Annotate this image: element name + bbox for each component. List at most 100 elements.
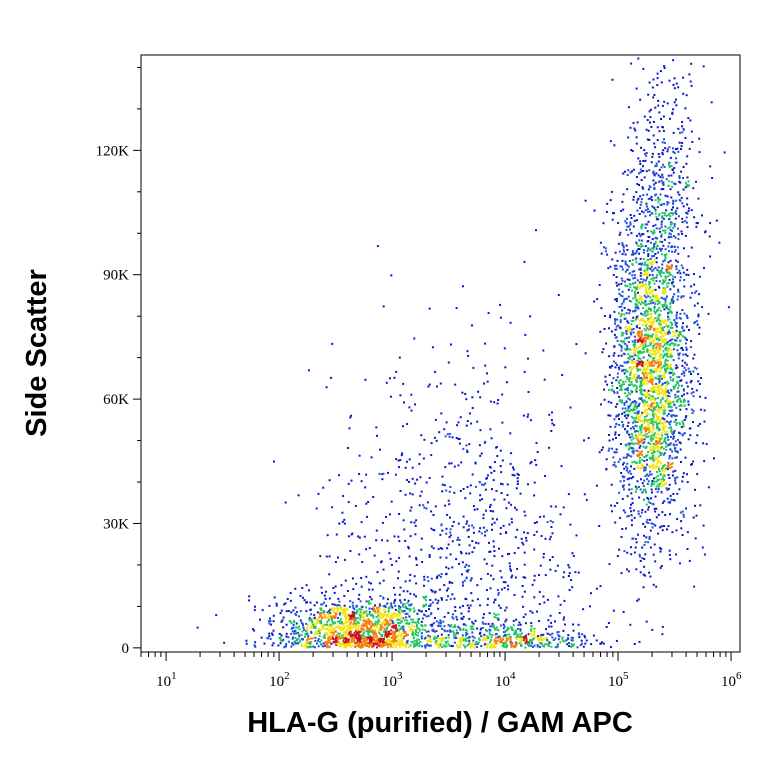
event-dot	[323, 601, 326, 604]
event-dot	[413, 645, 416, 648]
event-dot	[630, 477, 633, 480]
event-dot	[639, 368, 642, 371]
event-dot	[423, 578, 426, 581]
event-dot	[692, 391, 695, 394]
event-dot	[422, 504, 425, 507]
event-dot	[351, 634, 354, 637]
event-dot	[492, 578, 495, 581]
event-dot	[461, 581, 464, 584]
event-dot	[649, 291, 652, 294]
event-dot	[379, 611, 382, 614]
event-dot	[444, 435, 447, 438]
event-dot	[359, 646, 362, 649]
event-dot	[636, 466, 639, 469]
event-dot	[636, 340, 639, 343]
event-dot	[469, 625, 472, 628]
event-dot	[590, 643, 593, 646]
event-dot	[656, 450, 659, 453]
event-dot	[660, 223, 663, 226]
event-dot	[667, 413, 670, 415]
event-dot	[664, 440, 667, 443]
event-dot	[298, 634, 301, 637]
event-dot	[576, 646, 579, 649]
event-dot	[339, 629, 342, 632]
event-dot	[477, 641, 480, 644]
event-dot	[656, 437, 659, 440]
event-dot	[616, 555, 619, 558]
event-dot	[369, 614, 372, 617]
event-dot	[406, 639, 409, 642]
event-dot	[520, 641, 522, 644]
event-dot	[402, 629, 405, 632]
event-dot	[400, 643, 403, 646]
event-dot	[378, 628, 380, 631]
event-dot	[659, 354, 662, 357]
event-dot	[696, 323, 699, 326]
event-dot	[679, 330, 682, 333]
event-dot	[526, 532, 529, 535]
event-dot	[420, 537, 423, 540]
event-dot	[370, 626, 373, 629]
event-dot	[685, 342, 687, 345]
event-dot	[675, 400, 678, 403]
event-dot	[471, 473, 474, 476]
event-dot	[610, 483, 613, 486]
event-dot	[627, 357, 630, 359]
event-dot	[379, 627, 382, 630]
event-dot	[308, 616, 311, 619]
event-dot	[385, 621, 388, 624]
event-dot	[395, 370, 398, 373]
event-dot	[640, 393, 643, 396]
event-dot	[512, 624, 515, 627]
event-dot	[633, 344, 636, 347]
event-dot	[669, 226, 672, 229]
event-dot	[335, 613, 337, 616]
event-dot	[472, 366, 475, 369]
event-dot	[692, 409, 695, 412]
event-dot	[459, 642, 462, 645]
event-dot	[445, 527, 448, 530]
event-dot	[669, 436, 672, 438]
event-dot	[480, 645, 483, 647]
event-dot	[652, 247, 655, 250]
event-dot	[378, 607, 381, 610]
event-dot	[634, 276, 637, 279]
event-dot	[497, 613, 500, 616]
event-dot	[280, 609, 283, 612]
event-dot	[642, 573, 645, 576]
event-dot	[610, 504, 613, 507]
event-dot	[451, 436, 454, 439]
event-dot	[307, 638, 310, 641]
event-dot	[659, 547, 661, 549]
event-dot	[650, 375, 653, 378]
event-dot	[577, 571, 580, 574]
event-dot	[685, 348, 688, 351]
event-dot	[641, 281, 644, 284]
event-dot	[337, 617, 339, 619]
event-dot	[339, 606, 342, 609]
event-dot	[660, 353, 663, 356]
event-dot	[563, 640, 566, 643]
event-dot	[493, 601, 495, 604]
event-dot	[493, 643, 496, 646]
event-dot	[343, 637, 345, 640]
event-dot	[295, 614, 298, 617]
event-dot	[620, 349, 623, 352]
event-dot	[671, 401, 674, 404]
event-dot	[661, 341, 664, 343]
event-dot	[665, 395, 668, 398]
event-dot	[638, 404, 640, 407]
event-dot	[662, 412, 665, 415]
event-dot	[371, 608, 374, 610]
event-dot	[607, 449, 610, 452]
event-dot	[654, 367, 657, 370]
event-dot	[478, 637, 480, 640]
event-dot	[392, 624, 395, 627]
event-dot	[649, 214, 651, 217]
event-dot	[365, 639, 368, 641]
event-dot	[306, 626, 309, 629]
event-dot	[402, 605, 405, 608]
event-dot	[540, 535, 543, 537]
event-dot	[408, 607, 411, 610]
event-dot	[667, 473, 670, 476]
